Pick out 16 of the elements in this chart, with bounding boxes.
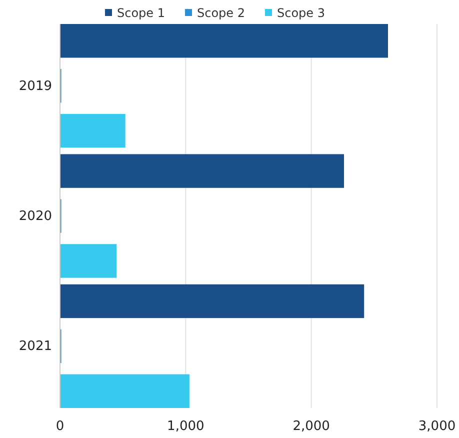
y-tick-label: 2020 bbox=[18, 209, 52, 224]
x-tick-label: 2,000 bbox=[292, 419, 330, 434]
x-tick-label: 0 bbox=[56, 419, 64, 434]
bar bbox=[60, 244, 117, 278]
bar bbox=[60, 24, 388, 58]
y-tick-label: 2019 bbox=[18, 78, 52, 94]
bar bbox=[60, 284, 364, 318]
bar bbox=[60, 114, 126, 148]
x-tick-label: 3,000 bbox=[418, 419, 456, 434]
bar bbox=[60, 374, 190, 408]
y-tick-label: 2021 bbox=[18, 339, 52, 354]
x-tick-label: 1,000 bbox=[167, 419, 204, 434]
legend-label: Scope 2 bbox=[197, 6, 246, 20]
legend-label: Scope 1 bbox=[117, 6, 166, 20]
legend-label: Scope 3 bbox=[277, 6, 326, 20]
bar bbox=[60, 154, 344, 188]
